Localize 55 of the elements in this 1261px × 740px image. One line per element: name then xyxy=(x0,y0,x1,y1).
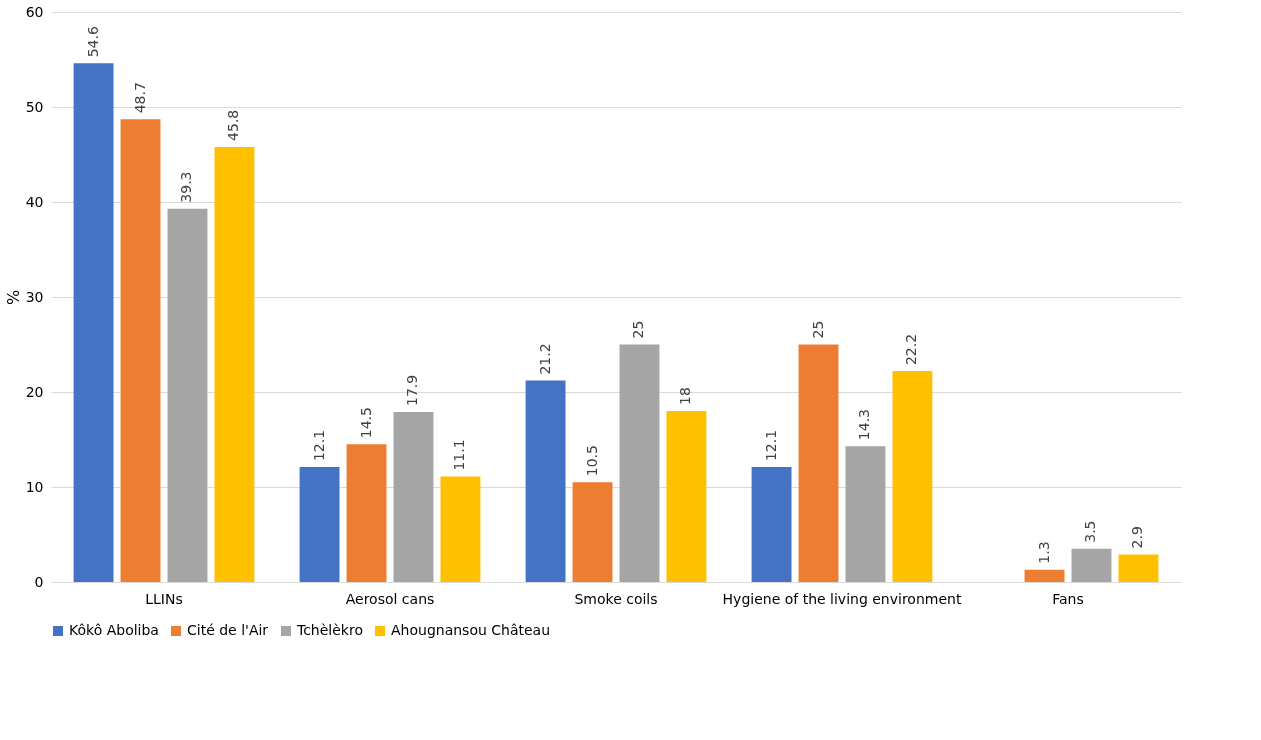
bar xyxy=(214,146,255,582)
data-label: 10.5 xyxy=(583,445,600,477)
data-label: 21.2 xyxy=(536,343,553,375)
data-label: 2.9 xyxy=(1129,526,1146,549)
data-label: 3.5 xyxy=(1082,520,1099,543)
bar xyxy=(346,444,387,582)
data-label: 54.6 xyxy=(84,26,101,58)
data-label: 18 xyxy=(677,387,694,405)
legend-label: Kôkô Aboliba xyxy=(69,622,159,638)
data-label: 12.1 xyxy=(762,429,779,462)
bar xyxy=(73,63,114,582)
data-label: 48.7 xyxy=(131,82,148,114)
bar xyxy=(393,411,434,582)
data-label: 14.3 xyxy=(856,408,873,441)
bar xyxy=(798,344,839,582)
x-tick-label: LLINs xyxy=(145,590,183,607)
x-tick-label: Smoke coils xyxy=(574,590,658,607)
bar xyxy=(525,380,566,582)
bar xyxy=(120,119,161,582)
data-label: 39.3 xyxy=(178,171,195,203)
y-tick-label: 60 xyxy=(25,3,44,20)
legend-label: Tchèlèkro xyxy=(296,622,363,638)
bar xyxy=(1024,569,1065,582)
bar xyxy=(751,467,792,582)
data-label: 45.8 xyxy=(225,109,242,141)
y-tick-label: 30 xyxy=(25,288,44,305)
data-label: 11.1 xyxy=(451,439,468,471)
bar xyxy=(845,446,886,582)
legend-label: Cité de l'Air xyxy=(187,622,269,638)
y-tick-label: 50 xyxy=(25,98,44,115)
bar xyxy=(1071,548,1112,582)
data-label: 1.3 xyxy=(1035,541,1052,564)
bar xyxy=(892,371,933,582)
y-axis-title: % xyxy=(3,289,23,306)
y-tick-label: 40 xyxy=(25,193,44,210)
y-tick-label: 0 xyxy=(34,573,44,590)
y-tick-label: 20 xyxy=(25,383,44,400)
data-label: 22.2 xyxy=(903,333,920,366)
data-label: 12.1 xyxy=(310,429,327,462)
data-label: 14.5 xyxy=(357,407,374,439)
data-label: 17.9 xyxy=(404,374,421,406)
bar xyxy=(1118,554,1159,582)
bar xyxy=(167,208,208,582)
x-tick-label: Aerosol cans xyxy=(345,590,435,607)
x-tick-label: Hygiene of the living environment xyxy=(722,590,962,607)
y-tick-label: 10 xyxy=(25,478,44,495)
bar xyxy=(440,476,481,582)
bar xyxy=(619,344,660,582)
data-label: 25 xyxy=(630,320,647,339)
bar xyxy=(299,467,340,582)
data-label: 25 xyxy=(809,320,826,339)
x-tick-label: Fans xyxy=(1052,590,1084,607)
legend-label: Ahougnansou Château xyxy=(391,622,551,638)
bar xyxy=(572,482,613,582)
bar xyxy=(666,411,707,582)
